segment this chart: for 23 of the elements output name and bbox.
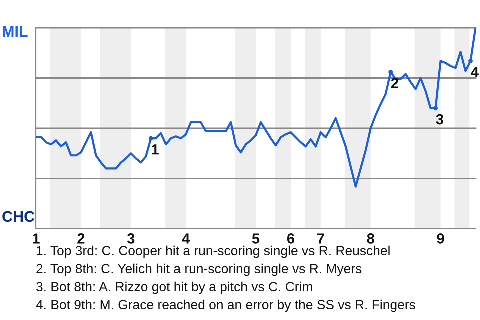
x-tick-label: 5	[252, 234, 260, 244]
x-tick-label: 3	[127, 234, 135, 244]
text: 2. Top 8th: C. Yelich hit a run-scoring single vs R. Myers	[36, 264, 362, 276]
text: 1. Top 3rd: C. Cooper hit a run-scoring single vs R. Reuschel	[37, 246, 390, 258]
point	[388, 70, 394, 74]
x-tick-label: 4	[182, 234, 190, 244]
text: 3. Bot 8th: A. Rizzo got hit by a pitch vs C. Crim	[36, 282, 312, 294]
series-label: 1	[152, 144, 159, 155]
x-tick-label: 9	[437, 234, 444, 244]
text: CHC	[2, 211, 35, 222]
point	[148, 136, 154, 141]
series-label: 2	[391, 78, 398, 88]
x-tick-label: 8	[367, 234, 374, 244]
x-tick-label: 1	[33, 234, 40, 244]
text: 4. Bot 9th: M. Grace reached on an error by the SS vs R. Fingers	[36, 300, 416, 312]
series-label: 3	[436, 114, 444, 125]
point	[468, 58, 473, 64]
point	[434, 106, 438, 111]
text: MIL	[3, 26, 28, 37]
series-label: 4	[471, 67, 479, 78]
x-tick-label: 2	[78, 234, 85, 244]
x-tick-label: 6	[287, 234, 294, 244]
x-tick-label: 7	[318, 234, 324, 244]
